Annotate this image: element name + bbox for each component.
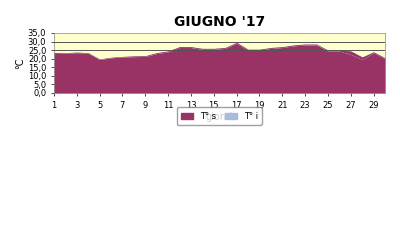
X-axis label: giorni: giorni <box>206 112 233 122</box>
Y-axis label: °C: °C <box>15 57 25 69</box>
Legend: T° s, T° i: T° s, T° i <box>177 108 262 125</box>
Title: GIUGNO '17: GIUGNO '17 <box>174 15 265 29</box>
